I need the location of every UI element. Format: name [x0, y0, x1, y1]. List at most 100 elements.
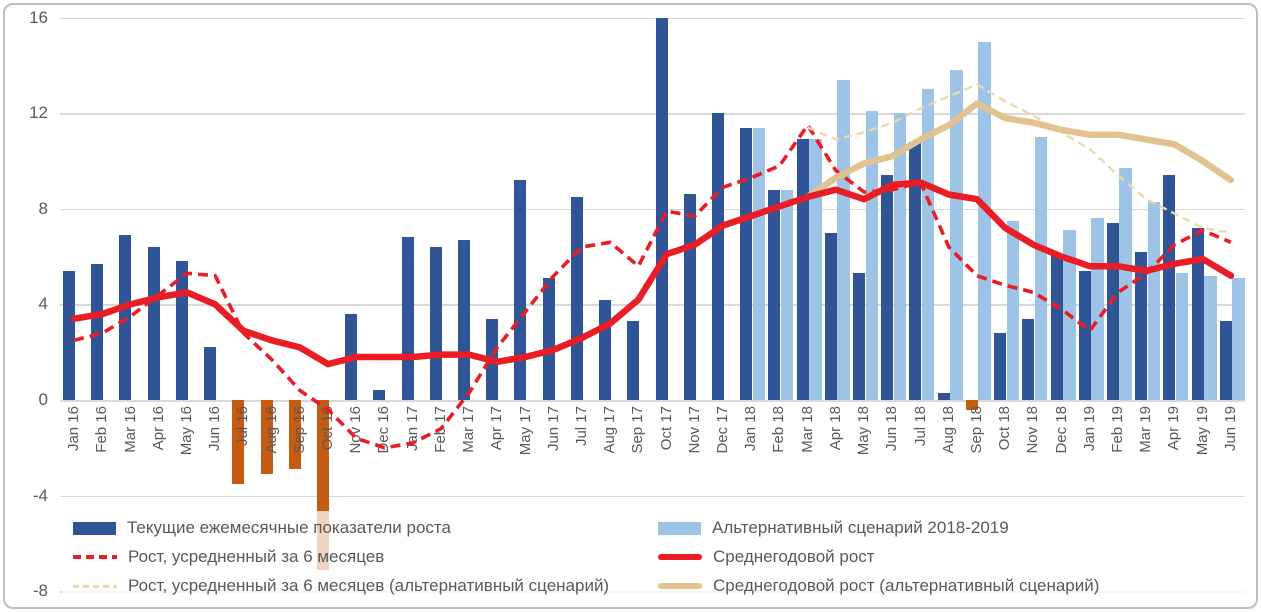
x-axis-tick-label: Jan 17: [403, 406, 421, 452]
bar-alternative: [1006, 220, 1020, 400]
x-axis-tick-label: Jun 16: [206, 406, 224, 452]
bar-current: [119, 235, 132, 400]
bar-current: [909, 141, 922, 400]
legend-label-6m-average-alt: Рост, усредненный за 6 месяцев (альтерна…: [128, 576, 610, 595]
bar-current: [740, 127, 753, 400]
bar-alternative: [1232, 278, 1245, 400]
gridline-y-12: [60, 113, 1245, 115]
x-axis-tick-label: Dec 18: [1052, 406, 1070, 454]
legend-item-annual-average-alt: Среднегодовой рост (альтернативный сцена…: [658, 576, 1099, 596]
bar-current: [1022, 318, 1035, 400]
bar-current: [599, 299, 612, 400]
x-axis-tick-label: Nov 17: [685, 406, 703, 454]
gridline-y--4: [60, 495, 1245, 498]
x-axis-tick-label: Apr 18: [826, 406, 844, 451]
x-axis-tick-label: Feb 19: [1109, 406, 1127, 453]
bar-current: [655, 17, 668, 400]
bar-alternative: [978, 41, 991, 400]
legend-label-alternative-bars: Альтернативный сценарий 2018-2019: [712, 518, 1009, 537]
bar-alternative: [1147, 201, 1161, 400]
gridline-y-8: [60, 208, 1245, 211]
bar-current: [345, 313, 358, 400]
bar-current: [91, 263, 104, 400]
x-axis-tick-label: Jun 17: [544, 406, 562, 452]
y-axis-tick-label: 12: [29, 103, 48, 123]
x-axis-tick-label: Oct 17: [657, 406, 675, 451]
bar-current: [458, 239, 470, 400]
x-axis-tick-label: Jan 16: [65, 406, 83, 452]
legend-item-6m-average-alt: Рост, усредненный за 6 месяцев (альтерна…: [73, 576, 609, 596]
bar-current: [63, 270, 75, 400]
bar-alternative: [921, 89, 935, 400]
bar-current: [429, 247, 442, 400]
bar-current: [768, 189, 781, 400]
x-axis-tick-label: Feb 16: [93, 406, 111, 453]
legend-background: [62, 511, 1247, 603]
x-axis-tick-label: Aug 16: [262, 406, 280, 454]
legend-item-alternative-bars: Альтернативный сценарий 2018-2019: [658, 518, 1009, 538]
x-axis-tick-label: May 19: [1193, 406, 1211, 456]
bar-current: [175, 261, 188, 400]
bar-current: [542, 278, 555, 400]
x-axis-tick-label: Nov 16: [347, 406, 365, 454]
bar-current: [627, 321, 640, 400]
bar-current: [1191, 227, 1204, 400]
x-axis-tick-label: Sep 16: [290, 406, 308, 454]
legend-item-annual-average: Среднегодовой рост: [658, 547, 875, 567]
current-bars-swatch-icon: [73, 521, 116, 535]
x-axis-tick-label: Aug 18: [939, 406, 957, 454]
legend-label-annual-average-alt: Среднегодовой рост (альтернативный сцена…: [713, 576, 1100, 595]
x-axis-tick-label: Feb 17: [431, 406, 449, 453]
bar-current: [147, 247, 160, 400]
gridline-y-16: [60, 17, 1245, 20]
x-axis-tick-label: Dec 17: [714, 406, 732, 454]
bar-current: [881, 175, 894, 400]
x-axis-tick-label: Mar 19: [1137, 406, 1155, 453]
bar-current: [204, 347, 217, 400]
bar-alternative: [1119, 168, 1132, 400]
legend-label-annual-average: Среднегодовой рост: [713, 547, 875, 566]
x-axis-tick-label: Apr 16: [149, 406, 167, 451]
bar-alternative: [1034, 137, 1048, 400]
y-axis-tick-label: 8: [38, 198, 48, 218]
red-dashed-line-swatch-icon: [73, 555, 117, 559]
bar-alternative: [809, 139, 822, 400]
bar-current: [1050, 254, 1063, 400]
bar-alternative: [865, 110, 878, 400]
bar-current: [824, 232, 837, 400]
x-axis-tick-label: Jul 17: [572, 406, 590, 447]
legend-item-6m-average: Рост, усредненный за 6 месяцев: [73, 547, 384, 567]
beige-dashed-line-swatch-icon: [73, 584, 117, 588]
bar-current: [373, 390, 386, 400]
y-axis-tick-label: 4: [38, 294, 48, 314]
x-axis-tick-label: May 18: [855, 406, 873, 456]
x-axis-tick-label: Jul 16: [234, 406, 252, 447]
bar-current: [1106, 223, 1119, 400]
bar-current: [1163, 175, 1176, 400]
x-axis-tick-label: Jun 18: [883, 406, 901, 452]
y-axis-tick-label: 0: [38, 390, 48, 409]
bar-alternative: [752, 127, 766, 400]
bar-current: [853, 273, 865, 400]
x-axis-tick-label: Jan 18: [742, 406, 760, 452]
bar-current: [401, 237, 414, 400]
bar-alternative: [950, 70, 963, 400]
bar-current: [683, 194, 696, 400]
x-axis-tick-label: Sep 17: [629, 406, 647, 454]
bar-alternative: [893, 113, 907, 400]
bar-current: [994, 333, 1007, 400]
alternative-bars-swatch-icon: [658, 521, 701, 535]
red-solid-line-swatch-icon: [658, 554, 702, 560]
x-axis-tick-label: Sep 18: [967, 406, 985, 454]
bar-alternative: [1063, 230, 1076, 400]
x-axis-tick-label: Dec 16: [375, 406, 393, 454]
bar-alternative: [837, 79, 850, 400]
y-axis-tick-label: -8: [32, 581, 48, 601]
x-axis-tick-label: Apr 19: [1165, 406, 1183, 451]
bar-alternative: [1091, 218, 1104, 400]
x-axis-tick-label: Oct 18: [996, 406, 1014, 451]
bar-current: [937, 392, 950, 400]
bar-current: [796, 139, 809, 400]
bar-alternative: [1175, 273, 1189, 400]
